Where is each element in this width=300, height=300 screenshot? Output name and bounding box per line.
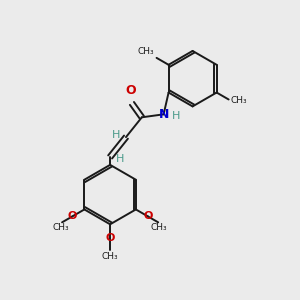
Text: CH₃: CH₃ bbox=[151, 223, 167, 232]
Text: N: N bbox=[158, 108, 169, 121]
Text: CH₃: CH₃ bbox=[102, 252, 118, 261]
Text: CH₃: CH₃ bbox=[138, 47, 154, 56]
Text: H: H bbox=[116, 154, 124, 164]
Text: O: O bbox=[105, 233, 115, 243]
Text: H: H bbox=[172, 111, 181, 121]
Text: O: O bbox=[68, 212, 77, 221]
Text: O: O bbox=[126, 85, 136, 98]
Text: CH₃: CH₃ bbox=[231, 96, 247, 105]
Text: CH₃: CH₃ bbox=[53, 223, 69, 232]
Text: H: H bbox=[112, 130, 120, 140]
Text: O: O bbox=[143, 212, 153, 221]
